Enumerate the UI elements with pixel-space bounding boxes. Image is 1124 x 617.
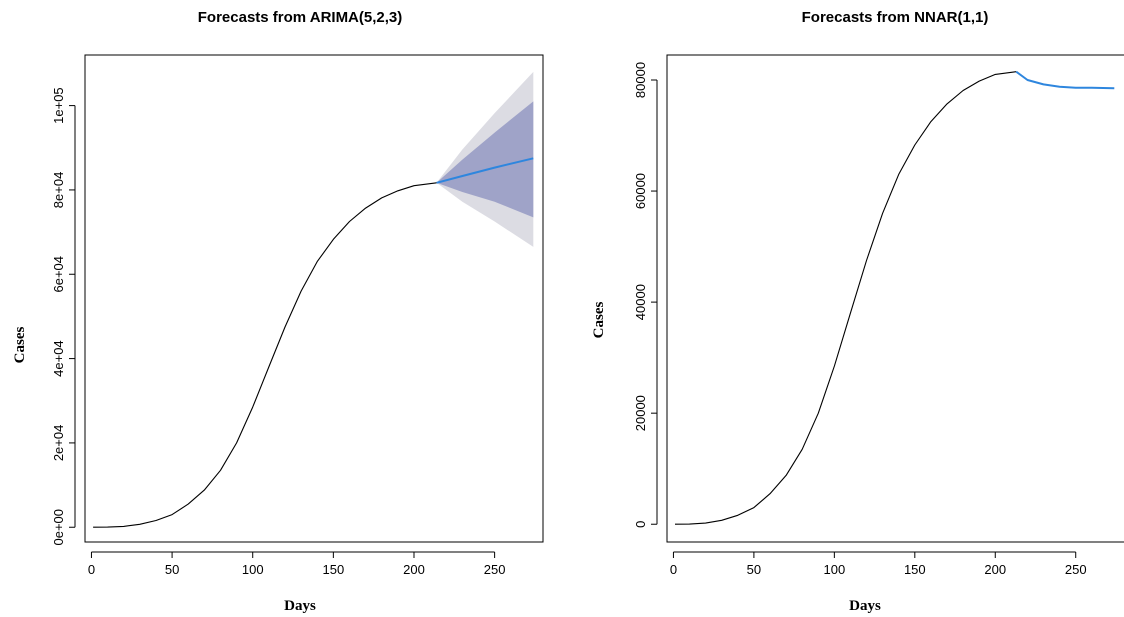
x-tick-label: 200 <box>984 562 1006 577</box>
x-tick-label: 0 <box>88 562 95 577</box>
y-tick-label: 60000 <box>633 173 648 209</box>
x-tick-label: 100 <box>824 562 846 577</box>
x-tick-label: 200 <box>403 562 425 577</box>
plot-frame <box>84 54 544 543</box>
y-tick-label: 4e+04 <box>51 340 66 377</box>
x-axis: 0 50 100 150 200 250 <box>88 551 506 577</box>
x-tick-label: 100 <box>242 562 264 577</box>
y-tick-label: 8e+04 <box>51 172 66 209</box>
chart-title: Forecasts from NNAR(1,1) <box>802 9 989 26</box>
x-tick-label: 150 <box>904 562 926 577</box>
forecast-series-line <box>1015 70 1115 90</box>
plot-frame <box>666 54 1124 543</box>
chart-marks <box>93 71 534 528</box>
y-tick-label: 80000 <box>633 62 648 98</box>
y-tick-label: 1e+05 <box>51 87 66 124</box>
forecast-series-line <box>436 157 534 184</box>
y-axis-label: Cases <box>591 302 607 339</box>
nnar-forecast-panel: Forecasts from NNAR(1,1) Days Cases 0 50 1… <box>591 9 1124 614</box>
prediction-interval-80-band <box>436 101 534 218</box>
y-tick-label: 20000 <box>633 395 648 431</box>
x-tick-label: 250 <box>484 562 506 577</box>
y-axis: 0e+00 2e+04 4e+04 6e+04 8e+04 1e+05 <box>51 87 76 546</box>
y-tick-label: 2e+04 <box>51 425 66 462</box>
y-axis-label: Cases <box>12 327 28 364</box>
x-axis-label: Days <box>284 598 316 614</box>
y-tick-label: 6e+04 <box>51 256 66 293</box>
x-tick-label: 0 <box>670 562 677 577</box>
y-tick-label: 40000 <box>633 284 648 320</box>
chart-marks <box>674 70 1115 525</box>
y-axis: 0 20000 40000 60000 80000 <box>633 62 658 528</box>
y-tick-label: 0e+00 <box>51 509 66 546</box>
x-axis-label: Days <box>849 598 881 614</box>
arima-forecast-panel: Forecasts from ARIMA(5,2,3) Days Cases 0… <box>12 9 544 614</box>
x-tick-label: 150 <box>323 562 345 577</box>
history-series-line <box>674 71 1017 525</box>
chart-title: Forecasts from ARIMA(5,2,3) <box>198 9 403 26</box>
x-tick-label: 50 <box>747 562 761 577</box>
x-axis: 0 50 100 150 200 250 <box>670 551 1087 577</box>
y-tick-label: 0 <box>633 521 648 528</box>
history-series-line <box>93 182 437 528</box>
x-tick-label: 250 <box>1065 562 1087 577</box>
x-tick-label: 50 <box>165 562 179 577</box>
